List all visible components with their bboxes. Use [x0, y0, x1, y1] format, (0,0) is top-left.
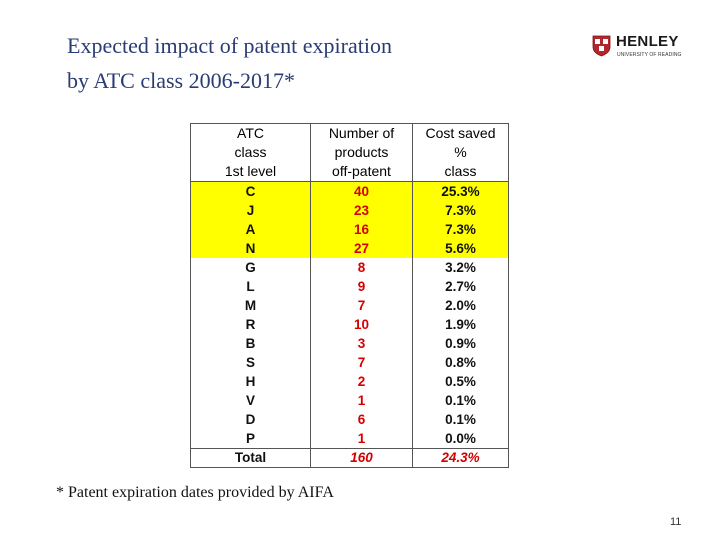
slide-title: Expected impact of patent expiration by … — [67, 28, 487, 98]
off-patent-count-cell: 7 — [310, 296, 413, 315]
off-patent-count-cell: 6 — [310, 410, 413, 429]
off-patent-count-cell: 2 — [310, 372, 413, 391]
slide-title-line-1: Expected impact of patent expiration — [67, 33, 392, 58]
total-count: 160 — [310, 448, 413, 468]
off-patent-count-cell: 7 — [310, 353, 413, 372]
header-line: class — [444, 163, 477, 179]
off-patent-count-cell: 16 — [310, 220, 413, 239]
cost-saved-cell: 2.7% — [412, 277, 509, 296]
off-patent-count-cell: 23 — [310, 201, 413, 220]
atc-table: ATC class 1st level Number of products o… — [190, 123, 509, 468]
off-patent-count-cell: 27 — [310, 239, 413, 258]
off-patent-count-cell: 3 — [310, 334, 413, 353]
table-row: A 16 7.3% — [190, 220, 509, 239]
header-line: % — [454, 144, 467, 160]
cost-saved-cell: 0.0% — [412, 429, 509, 449]
cost-saved-cell: 0.1% — [412, 391, 509, 410]
atc-code-cell: H — [190, 372, 311, 391]
table-row: C 40 25.3% — [190, 181, 509, 201]
table-row: G 8 3.2% — [190, 258, 509, 277]
header-line: Number of — [328, 125, 395, 141]
header-products-off-patent: Number of products off-patent — [310, 123, 413, 182]
atc-code-cell: V — [190, 391, 311, 410]
cost-saved-cell: 0.9% — [412, 334, 509, 353]
table-row: S 7 0.8% — [190, 353, 509, 372]
logo-name: HENLEY — [616, 33, 679, 50]
atc-code-cell: M — [190, 296, 311, 315]
off-patent-count-cell: 40 — [310, 181, 413, 201]
table-row: B 3 0.9% — [190, 334, 509, 353]
atc-code-cell: A — [190, 220, 311, 239]
header-line: class — [234, 144, 267, 160]
off-patent-count-cell: 8 — [310, 258, 413, 277]
atc-code-cell: G — [190, 258, 311, 277]
table-row: D 6 0.1% — [190, 410, 509, 429]
atc-code-cell: L — [190, 277, 311, 296]
atc-code-cell: P — [190, 429, 311, 449]
total-row: Total 160 24.3% — [190, 448, 509, 468]
header-line: products — [334, 144, 389, 160]
header-line: Cost saved — [425, 125, 496, 141]
header-line: ATC — [237, 125, 264, 141]
table-row: R 10 1.9% — [190, 315, 509, 334]
table-row: L 9 2.7% — [190, 277, 509, 296]
table-row: V 1 0.1% — [190, 391, 509, 410]
table-body: C 40 25.3% J 23 7.3% A 16 7.3% N 27 5.6% G 8 3.2% L 9 2.7… — [190, 181, 509, 449]
total-pct: 24.3% — [412, 448, 509, 468]
table-row: M 7 2.0% — [190, 296, 509, 315]
off-patent-count-cell: 1 — [310, 391, 413, 410]
off-patent-count-cell: 1 — [310, 429, 413, 449]
cost-saved-cell: 2.0% — [412, 296, 509, 315]
total-label: Total — [190, 448, 311, 468]
slide-title-line-2: by ATC class 2006-2017* — [67, 68, 295, 93]
cost-saved-cell: 7.3% — [412, 220, 509, 239]
header-atc-class: ATC class 1st level — [190, 123, 311, 182]
table-header: ATC class 1st level Number of products o… — [190, 123, 509, 182]
header-line: 1st level — [224, 163, 277, 179]
atc-code-cell: J — [190, 201, 311, 220]
table-row: J 23 7.3% — [190, 201, 509, 220]
off-patent-count-cell: 10 — [310, 315, 413, 334]
header-line: off-patent — [332, 163, 391, 179]
logo-subtitle: UNIVERSITY OF READING — [617, 52, 682, 58]
cost-saved-cell: 0.5% — [412, 372, 509, 391]
atc-code-cell: C — [190, 181, 311, 201]
henley-logo: HENLEY UNIVERSITY OF READING — [592, 34, 688, 62]
table-footer: Total 160 24.3% — [190, 448, 509, 468]
cost-saved-cell: 0.8% — [412, 353, 509, 372]
cost-saved-cell: 5.6% — [412, 239, 509, 258]
cost-saved-cell: 3.2% — [412, 258, 509, 277]
footnote: * Patent expiration dates provided by AI… — [56, 484, 334, 501]
table-row: P 1 0.0% — [190, 429, 509, 449]
cost-saved-cell: 1.9% — [412, 315, 509, 334]
atc-code-cell: B — [190, 334, 311, 353]
atc-code-cell: R — [190, 315, 311, 334]
cost-saved-cell: 25.3% — [412, 181, 509, 201]
cost-saved-cell: 7.3% — [412, 201, 509, 220]
atc-code-cell: N — [190, 239, 311, 258]
atc-code-cell: S — [190, 353, 311, 372]
table-row: N 27 5.6% — [190, 239, 509, 258]
table-row: H 2 0.5% — [190, 372, 509, 391]
university-crest-icon — [592, 35, 611, 57]
atc-code-cell: D — [190, 410, 311, 429]
off-patent-count-cell: 9 — [310, 277, 413, 296]
atc-table-container: ATC class 1st level Number of products o… — [190, 123, 509, 468]
header-cost-saved: Cost saved % class — [412, 123, 509, 182]
cost-saved-cell: 0.1% — [412, 410, 509, 429]
page-number: 11 — [670, 516, 682, 528]
